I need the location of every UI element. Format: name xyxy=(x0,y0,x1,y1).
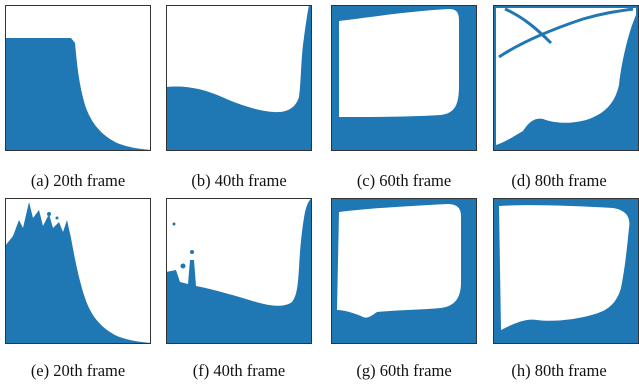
caption-b: (b) 40th frame xyxy=(191,171,287,190)
panel-d-80th-frame xyxy=(493,5,639,151)
fluid-region xyxy=(493,198,639,344)
panel-b-40th-frame xyxy=(166,5,312,151)
fluid-region xyxy=(493,5,639,151)
caption-f: (f) 40th frame xyxy=(192,361,286,380)
fluid-simulation-plot xyxy=(331,198,477,344)
caption-c: (c) 60th frame xyxy=(356,171,452,190)
frame-border xyxy=(166,5,312,151)
fluid-simulation-plot xyxy=(493,5,639,151)
fluid-droplet xyxy=(55,216,59,220)
fluid-region xyxy=(5,38,151,151)
fluid-region xyxy=(331,198,477,344)
panel-h-80th-frame xyxy=(493,198,639,344)
frame-border xyxy=(331,5,477,151)
fluid-droplet xyxy=(172,222,176,226)
panel-c-60th-frame xyxy=(331,5,477,151)
fluid-region xyxy=(166,5,312,151)
fluid-region xyxy=(331,5,477,151)
fluid-filament xyxy=(498,7,634,59)
frame-border xyxy=(5,198,151,344)
fluid-region xyxy=(166,198,312,344)
fluid-simulation-plot xyxy=(166,198,312,344)
panel-f-40th-frame xyxy=(166,198,312,344)
caption-a: (a) 20th frame xyxy=(30,171,126,190)
frame-border xyxy=(166,198,312,344)
fluid-simulation-plot xyxy=(493,198,639,344)
caption-e: (e) 20th frame xyxy=(30,361,126,380)
fluid-region xyxy=(5,202,151,344)
caption-h: (h) 80th frame xyxy=(511,361,607,380)
fluid-filament xyxy=(504,7,553,45)
caption-d: (d) 80th frame xyxy=(511,171,607,190)
panel-a-20th-frame xyxy=(5,5,151,151)
panel-e-20th-frame xyxy=(5,198,151,344)
fluid-simulation-plot xyxy=(331,5,477,151)
fluid-droplet xyxy=(190,250,194,254)
fluid-droplet xyxy=(180,263,186,269)
fluid-simulation-plot xyxy=(5,5,151,151)
fluid-droplet xyxy=(47,212,51,216)
fluid-simulation-plot xyxy=(166,5,312,151)
frame-border xyxy=(5,5,151,151)
frame-border xyxy=(331,198,477,344)
fluid-simulation-plot xyxy=(5,198,151,344)
panel-g-60th-frame xyxy=(331,198,477,344)
caption-g: (g) 60th frame xyxy=(356,361,452,380)
